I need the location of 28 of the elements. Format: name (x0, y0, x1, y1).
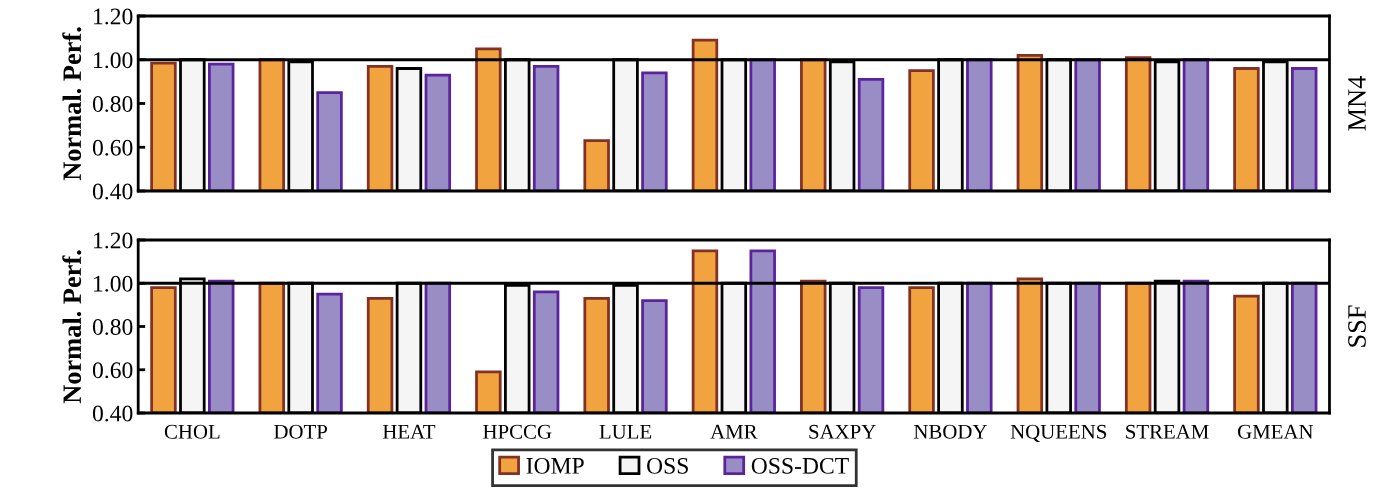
y-tick-label: 0.60 (92, 362, 133, 379)
x-tick-label: LULE (599, 424, 652, 439)
y-tick-label: 1.20 (94, 8, 133, 25)
y-tick-label: 1.00 (94, 52, 133, 69)
x-tick-label: AMR (710, 424, 758, 439)
x-tick-label: DOTP (274, 424, 328, 439)
y-tick-label: 1.20 (94, 232, 133, 249)
x-tick-label: GMEAN (1238, 424, 1314, 439)
text: MN4 (1348, 76, 1366, 131)
x-tick-label: NQUEENS (1010, 424, 1107, 442)
legend-label: IOMP (526, 457, 584, 474)
x-tick-label: CHOL (164, 424, 220, 439)
y-axis-title: Normal. Perf. (62, 250, 82, 404)
x-tick-label: SAXPY (809, 424, 876, 439)
y-tick-label: 0.80 (92, 95, 133, 113)
y-tick-label: 0.60 (92, 139, 133, 156)
y-axis-title: Normal. Perf. (62, 27, 82, 181)
y-tick-label: 1.00 (94, 275, 133, 292)
y-tick-label: 0.40 (92, 183, 133, 200)
x-tick-label: HPCCG (483, 424, 552, 439)
x-tick-label: HEAT (382, 424, 436, 439)
y-tick-label: 0.80 (92, 318, 133, 336)
x-tick-label: STREAM (1126, 424, 1209, 439)
y-tick-label: 0.40 (92, 405, 133, 422)
text: SSF (1348, 305, 1366, 347)
legend-label: OSS-DCT (751, 457, 849, 474)
x-tick-label: NBODY (914, 424, 987, 439)
legend-label: OSS (647, 457, 688, 474)
